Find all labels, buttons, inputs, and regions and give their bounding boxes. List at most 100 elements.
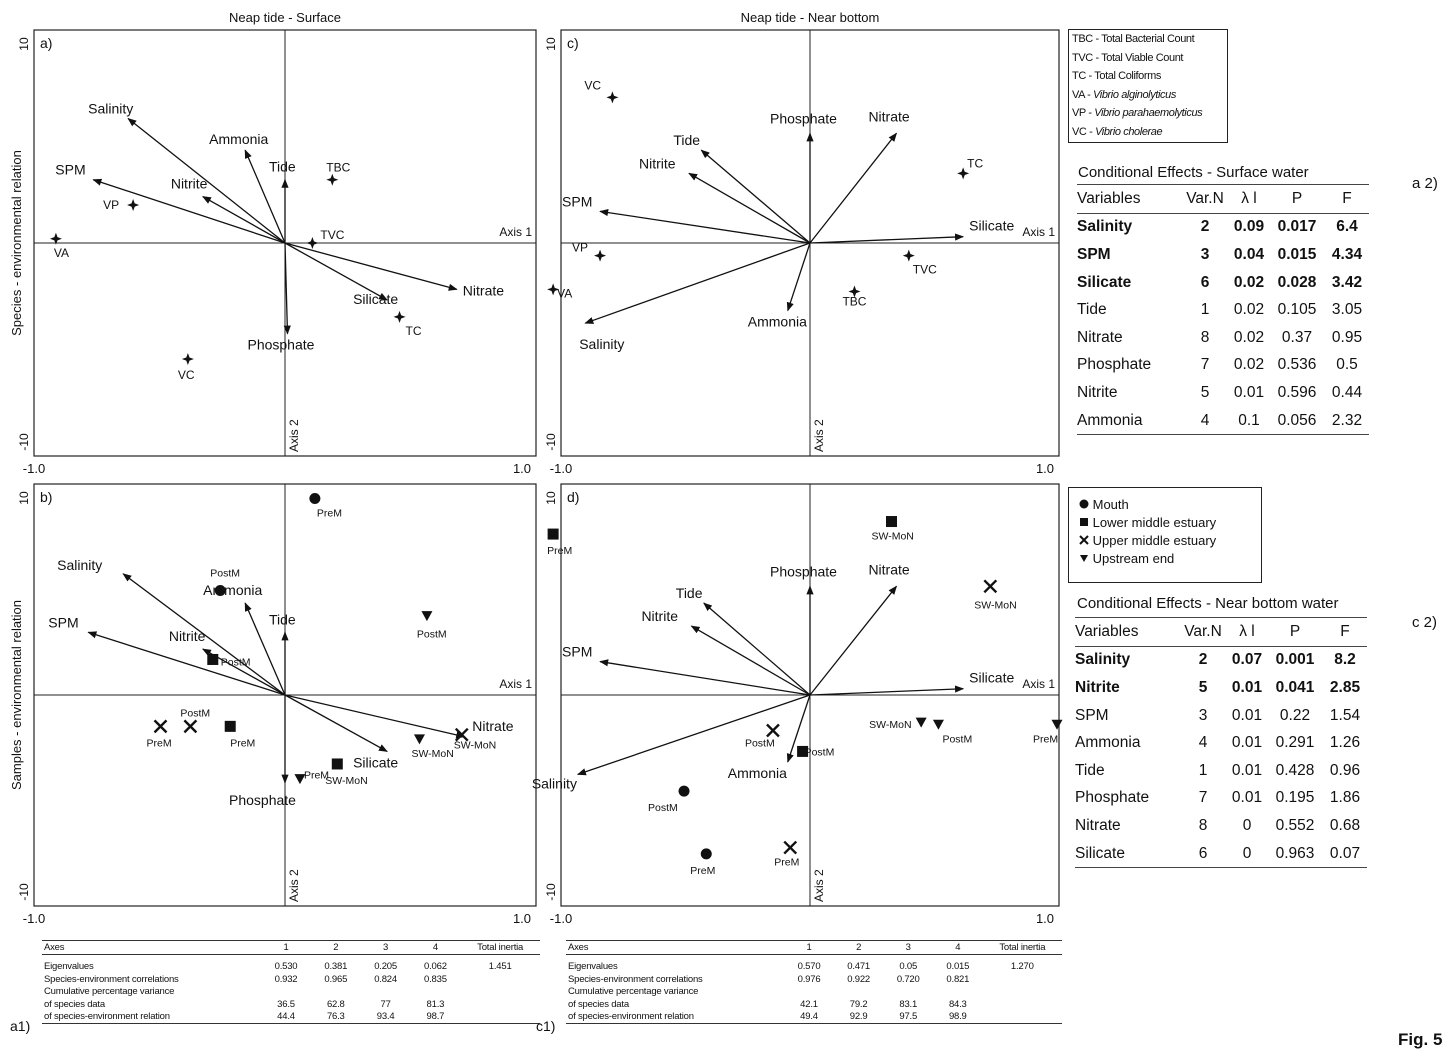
abbrev-item: TBC - Total Bacterial Count [1072,33,1195,45]
vector-label: SPM [562,193,592,209]
vector-label: Salinity [88,101,133,117]
axes-cell [983,998,1062,1011]
table-cell: 0.01 [1231,734,1263,752]
table-cell: 0.001 [1275,651,1315,669]
sample-point [207,653,219,665]
axes-cell: Eigenvalues [44,961,94,973]
table-cell: Silicate [1077,273,1132,291]
vector-label: Nitrate [868,561,909,577]
table-cell: 0.01 [1231,761,1263,779]
vector-label: Salinity [579,336,624,352]
y-tick-label: -10 [544,883,558,901]
biplot-panel: d) Axis 1 Axis 2 -1.0 1.0 10 -10 Phosphate Nitra… [532,483,1063,926]
y-tick-label: -10 [544,433,558,451]
table-cell: 0.37 [1281,328,1313,346]
table-header-cell: Var.N [1181,184,1229,214]
point-label: PreM [304,770,329,782]
table-cell: 0.01 [1233,383,1265,401]
table-cell: Phosphate [1075,789,1150,807]
axes-row: of species-environment relation 44.4 76.3 9… [42,1010,540,1024]
table-cell: 0.04 [1233,245,1265,263]
conditional-effects-bottom-title: Conditional Effects - Near bottom water [1077,595,1339,612]
axes-cell: 0.205 [374,961,397,973]
table-cell: 0.195 [1275,789,1315,807]
vector-arrow [284,694,466,739]
axis-2-label: Axis 2 [812,869,826,902]
table-cell: 3.05 [1331,301,1363,319]
vector-arrow [127,117,286,244]
vector-label: Silicate [353,291,398,307]
axes-cell: of species data [44,998,105,1010]
axes-cell: 0.922 [847,973,871,985]
point-label: TBC [842,295,866,309]
axes-row: of species data 36.5 62.8 77 81.3 [42,998,540,1011]
point-label: VA [54,246,69,260]
vector-arrow [87,631,286,696]
vector-arrow [244,149,286,244]
table-cell: 0.02 [1233,301,1265,319]
abbrev-item: TVC - Total Viable Count [1072,51,1184,64]
vector-arrow [584,242,811,324]
table-cell: 0.041 [1275,678,1315,696]
vector-arrow [703,602,811,696]
table-cell: 0.536 [1277,356,1317,374]
vector-label: Salinity [532,775,577,791]
species-point [393,310,406,323]
species-point [49,232,62,245]
axes-cell: 1.270 [1010,961,1034,973]
point-label: TBC [326,161,350,175]
axes-cell: 42.1 [800,998,818,1010]
vector-label: Nitrite [641,608,678,624]
table-row: Phosphate 7 0.01 0.195 1.86 [1075,785,1367,813]
axes-cell: 98.9 [933,1010,983,1024]
vector-arrow [786,242,811,312]
point-label: PostM [417,629,447,641]
axes-cell: 49.4 [784,1010,834,1024]
sample-point [678,785,690,797]
axes-cell [460,998,540,1011]
point-label: PreM [690,865,715,877]
axes-cell: 62.8 [326,998,345,1010]
table-cell: 0.02 [1233,328,1265,346]
axes-cell [983,986,1062,999]
table-cell: 1.26 [1329,734,1361,752]
species-point [957,167,970,180]
vector-label: Nitrite [639,155,676,171]
table-row: SPM 3 0.01 0.22 1.54 [1075,702,1367,730]
table-cell: Tide [1077,301,1107,319]
circle-marker-icon [1079,499,1089,509]
axes-cell [411,986,461,999]
table-cell: 3 [1200,245,1210,263]
y-tick-label: 10 [544,37,558,51]
table-header-cell: P [1269,184,1325,214]
axes-cell [933,986,983,999]
point-label: PostM [745,738,775,750]
vector-label: Ammonia [203,582,262,598]
table-cell: 0.01 [1231,789,1263,807]
table-cell: 0.291 [1275,734,1315,752]
y-axis-label: Species - environmental relation [9,150,24,336]
table-tag-c2: c 2) [1412,614,1438,631]
axes-cell [982,1010,1062,1024]
axes-cell: 84.3 [948,998,967,1010]
table-cell: 7 [1198,789,1208,807]
table-tag-a1: a1) [10,1018,31,1034]
sample-point [294,774,306,785]
axes-header-cell: 2 [310,940,361,955]
vector-arrow [809,233,965,244]
sample-point [454,727,469,742]
table-row: SPM 3 0.04 0.015 4.34 [1077,241,1369,269]
table-cell: 0.1 [1229,406,1269,436]
table-cell: 0.01 [1231,706,1263,724]
axes-row: Species-environment correlations 0.932 0.9… [42,973,540,986]
sample-point [413,734,425,745]
axes-cell: 0.381 [324,961,348,973]
point-label: PostM [210,568,240,580]
x-tick-label: 1.0 [513,911,531,926]
conditional-effects-surface-title: Conditional Effects - Surface water [1078,164,1309,181]
point-label: SW-MoN [325,775,367,787]
axes-row: of species-environment relation 49.4 92.9 9… [566,1010,1062,1024]
vector-label: Nitrate [472,718,513,734]
square-marker-icon [1080,518,1088,526]
